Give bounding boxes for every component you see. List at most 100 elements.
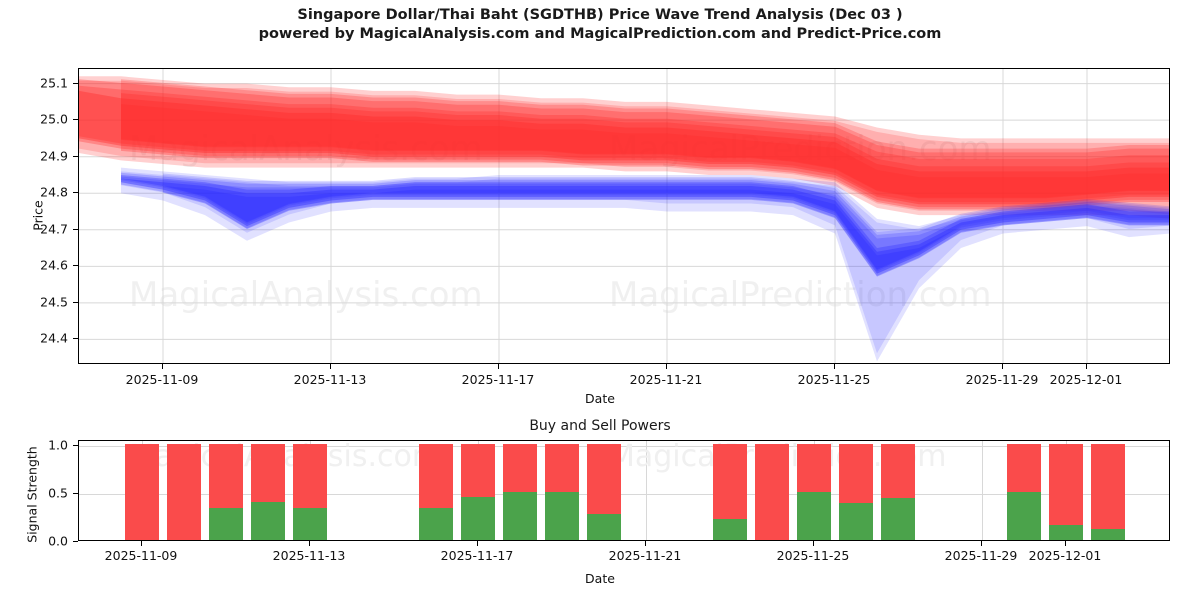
sell-power-segment [209, 443, 243, 509]
powers-xtick-mark [141, 541, 142, 546]
price-ytick-mark [73, 192, 78, 194]
power-bar[interactable] [755, 443, 789, 540]
price-axis-label: Price [30, 200, 46, 231]
buy-power-segment [461, 496, 495, 540]
powers-ytick-label: 0.5 [48, 485, 68, 501]
price-xtick-mark [1086, 364, 1087, 369]
price-xtick-mark [162, 364, 163, 369]
powers-xtick-label: 2025-11-25 [776, 548, 850, 563]
sell-power-segment [797, 443, 831, 492]
buy-power-segment [587, 514, 621, 540]
sell-power-segment [881, 443, 915, 498]
power-bar[interactable] [713, 443, 747, 540]
powers-xtick-label: 2025-11-17 [440, 548, 514, 563]
sell-power-segment [503, 443, 537, 492]
price-xtick-label: 2025-11-21 [629, 372, 703, 387]
price-xtick-label: 2025-11-29 [965, 372, 1039, 387]
powers-vgridline [982, 441, 983, 540]
price-xtick-label: 2025-11-09 [125, 372, 199, 387]
power-bar[interactable] [587, 443, 621, 540]
price-ytick-label: 24.6 [40, 257, 68, 273]
powers-xtick-label: 2025-11-29 [944, 548, 1018, 563]
price-ytick-mark [73, 265, 78, 267]
powers-xtick-mark [477, 541, 478, 546]
price-ytick-mark [73, 119, 78, 121]
page-subtitle: powered by MagicalAnalysis.com and Magic… [258, 26, 942, 42]
price-wave-chart-plot: MagicalAnalysis.com MagicalPrediction.co… [78, 68, 1170, 364]
price-ytick-label: 24.5 [40, 294, 68, 310]
power-bar[interactable] [1049, 443, 1083, 540]
bars-container [79, 441, 1169, 540]
price-ytick-label: 24.7 [40, 221, 68, 237]
power-bar[interactable] [419, 443, 453, 540]
buy-power-segment [293, 508, 327, 540]
power-bar[interactable] [125, 443, 159, 540]
power-bar[interactable] [251, 443, 285, 540]
price-ytick-label: 25.1 [40, 75, 68, 91]
price-ytick-mark [73, 301, 78, 303]
price-xtick-mark [498, 364, 499, 369]
buy-power-segment [545, 491, 579, 540]
powers-xtick-mark [813, 541, 814, 546]
power-bar[interactable] [209, 443, 243, 540]
powers-ytick-mark [73, 492, 78, 494]
buy-power-segment [1007, 491, 1041, 540]
buy-sell-powers-plot: MagicalAnalysis.com MagicalPrediction.co… [78, 440, 1170, 541]
buy-power-segment [1091, 529, 1125, 540]
buy-power-segment [251, 501, 285, 540]
price-xtick-mark [1002, 364, 1003, 369]
sell-power-segment [293, 443, 327, 509]
powers-xtick-label: 2025-11-13 [272, 548, 346, 563]
price-ytick-label: 24.9 [40, 148, 68, 164]
powers-ytick-mark [73, 541, 78, 542]
powers-xtick-label: 2025-11-09 [104, 548, 178, 563]
price-xtick-mark [834, 364, 835, 369]
price-ytick-label: 25.0 [40, 111, 68, 127]
power-bar[interactable] [293, 443, 327, 540]
sell-power-segment [545, 443, 579, 492]
price-wave-bands [79, 69, 1169, 363]
power-bar[interactable] [545, 443, 579, 540]
powers-gridline [79, 445, 1169, 447]
buy-power-segment [1049, 524, 1083, 540]
buy-power-segment [209, 508, 243, 540]
price-ytick-label: 24.4 [40, 330, 68, 346]
power-bar[interactable] [881, 443, 915, 540]
power-bar[interactable] [167, 443, 201, 540]
price-ytick-mark [73, 155, 78, 157]
power-bar[interactable] [503, 443, 537, 540]
power-bar[interactable] [1091, 443, 1125, 540]
sell-power-segment [755, 443, 789, 540]
sell-power-segment [251, 443, 285, 502]
sell-power-segment [125, 443, 159, 540]
power-bar[interactable] [461, 443, 495, 540]
powers-xtick-mark [1065, 541, 1066, 546]
buy-power-segment [713, 518, 747, 540]
powers-gridline [79, 493, 1169, 495]
price-xtick-mark [666, 364, 667, 369]
powers-chart-title: Buy and Sell Powers [529, 418, 671, 434]
signal-strength-axis-label: Signal Strength [24, 446, 40, 543]
sell-power-segment [587, 443, 621, 515]
price-xtick-label: 2025-11-13 [293, 372, 367, 387]
sell-power-segment [461, 443, 495, 497]
power-bar[interactable] [797, 443, 831, 540]
buy-power-segment [503, 491, 537, 540]
price-xtick-label: 2025-11-25 [797, 372, 871, 387]
powers-xtick-label: 2025-12-01 [1028, 548, 1102, 563]
powers-chart-xaxis-label: Date [585, 571, 615, 586]
sell-power-segment [1007, 443, 1041, 492]
power-bar[interactable] [1007, 443, 1041, 540]
powers-xtick-label: 2025-11-21 [608, 548, 682, 563]
price-chart-xaxis-label: Date [585, 391, 615, 406]
powers-vgridline [646, 441, 647, 540]
power-bar[interactable] [839, 443, 873, 540]
price-ytick-mark [73, 82, 78, 84]
price-xtick-label: 2025-11-17 [461, 372, 535, 387]
price-ytick-label: 24.8 [40, 184, 68, 200]
sell-power-segment [1091, 443, 1125, 530]
sell-power-segment [419, 443, 453, 509]
price-xtick-mark [330, 364, 331, 369]
powers-xtick-mark [645, 541, 646, 546]
